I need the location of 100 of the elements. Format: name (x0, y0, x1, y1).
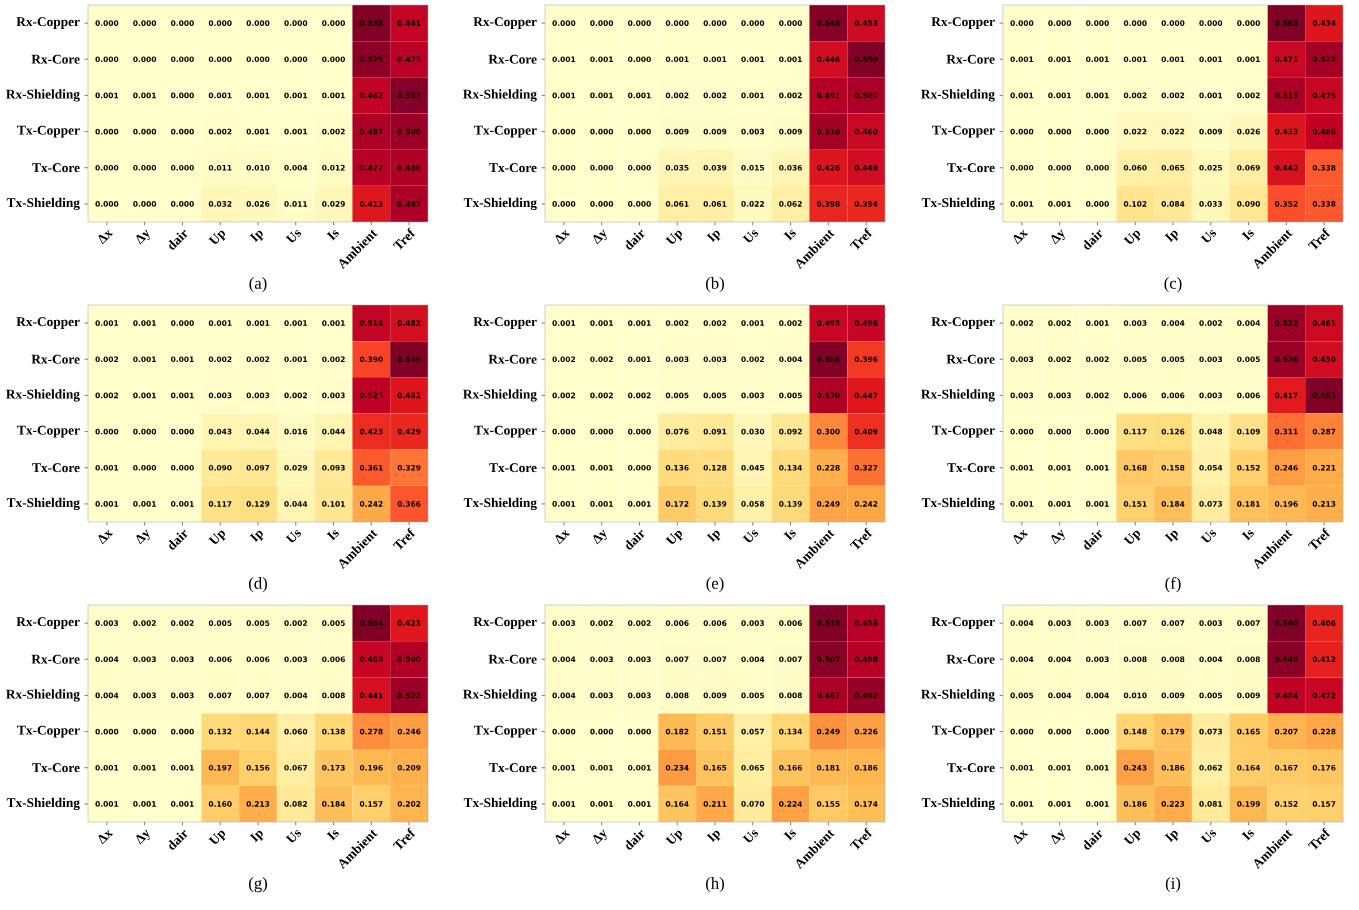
y-tick-label: Tx-Copper (932, 125, 995, 138)
x-tick-label: Is (1241, 229, 1254, 241)
x-tick-label: Δx (98, 829, 114, 845)
y-tick-label: Rx-Shielding (6, 689, 80, 702)
x-tick-label: Us (742, 830, 759, 843)
y-tick-label: Rx-Copper (16, 17, 80, 29)
x-tick-label: Us (285, 530, 302, 543)
y-tick-label: Tx-Copper (474, 125, 537, 138)
y-tick-label: Rx-Shielding (463, 389, 537, 402)
y-tick-label: Tx-Copper (932, 425, 995, 438)
y-tick-label: Rx-Core (946, 54, 995, 64)
x-tick-label: Is (326, 229, 339, 241)
y-tick-label: Tx-Shielding (6, 797, 80, 811)
y-tick-label: Tx-Core (32, 163, 80, 173)
y-tick-label: Rx-Core (488, 654, 537, 664)
x-tick-label: Ip (1164, 230, 1179, 243)
x-tick-label: Δy (1051, 829, 1065, 845)
x-tick-label: dair (168, 229, 188, 250)
x-tick-label: Ip (706, 830, 721, 843)
x-tick-label: Ip (1164, 530, 1179, 543)
y-tick-label: Tx-Shielding (463, 797, 537, 811)
y-tick-label: Rx-Shielding (6, 389, 80, 402)
x-tick-label: Ip (1164, 830, 1179, 843)
y-tick-label: Tx-Core (489, 163, 537, 173)
x-axis-title: (c) (1164, 277, 1182, 293)
x-tick-label: Δx (555, 229, 571, 245)
x-tick-label: Up (208, 230, 226, 244)
x-tick-label: Δy (593, 229, 607, 245)
x-tick-label: dair (1083, 229, 1103, 250)
x-axis-title: (g) (249, 877, 267, 893)
x-tick-label: Δy (136, 229, 150, 245)
y-tick-label: Tx-Copper (17, 125, 80, 138)
x-tick-label: Δx (1013, 529, 1029, 545)
y-tick-label: Rx-Core (946, 654, 995, 664)
x-tick-label: dair (168, 529, 188, 550)
x-tick-label: Is (326, 530, 339, 541)
y-tick-label: Rx-Core (31, 54, 80, 64)
x-tick-label: Δy (1051, 529, 1065, 545)
x-axis-title: (d) (249, 577, 267, 593)
x-tick-label: Is (326, 830, 339, 841)
y-tick-label: Rx-Shielding (463, 89, 537, 102)
x-tick-label: Up (665, 230, 683, 244)
x-tick-label: Is (783, 830, 796, 841)
x-tick-label: Us (742, 229, 759, 243)
x-tick-label: Us (742, 530, 759, 543)
x-axis-title: (h) (706, 877, 724, 893)
x-axis-title: (i) (1165, 877, 1181, 893)
y-tick-label: Rx-Copper (473, 617, 537, 629)
x-tick-label: Us (1200, 229, 1217, 243)
x-tick-label: Δx (98, 229, 114, 245)
y-tick-label: Tx-Shielding (921, 497, 995, 511)
x-tick-label: Δy (593, 529, 607, 545)
y-tick-label: Rx-Core (946, 354, 995, 364)
x-axis-title: (a) (249, 277, 267, 293)
y-tick-label: Tx-Shielding (921, 197, 995, 211)
x-tick-label: dair (625, 829, 645, 850)
y-tick-label: Tx-Core (947, 163, 995, 173)
x-tick-label: Δy (136, 529, 150, 545)
x-tick-label: dair (625, 529, 645, 550)
y-tick-label: Tx-Shielding (463, 197, 537, 211)
x-axis-title: (f) (1165, 577, 1181, 593)
y-tick-label: Rx-Core (488, 354, 537, 364)
y-tick-label: Tx-Copper (474, 725, 537, 738)
x-tick-label: dair (1083, 829, 1103, 850)
y-tick-label: Tx-Copper (17, 425, 80, 438)
x-tick-label: Is (1241, 830, 1254, 841)
x-tick-label: Us (285, 830, 302, 843)
y-tick-label: Rx-Shielding (921, 389, 995, 402)
y-tick-label: Rx-Core (31, 354, 80, 364)
x-tick-label: Up (665, 830, 683, 844)
x-tick-label: Δy (593, 829, 607, 845)
y-tick-label: Rx-Shielding (463, 689, 537, 702)
y-tick-label: Tx-Core (32, 763, 80, 773)
y-tick-label: Rx-Copper (16, 617, 80, 629)
y-tick-label: Tx-Copper (474, 425, 537, 438)
y-tick-label: Rx-Core (488, 54, 537, 64)
x-tick-label: Δx (1013, 229, 1029, 245)
x-tick-label: Ip (706, 230, 721, 243)
x-tick-label: Δx (555, 529, 571, 545)
y-tick-label: Rx-Copper (931, 617, 995, 629)
x-tick-label: Up (208, 830, 226, 844)
y-tick-label: Rx-Shielding (921, 689, 995, 702)
x-tick-label: Up (1123, 230, 1141, 244)
y-tick-label: Rx-Copper (473, 17, 537, 29)
x-axis-title: (e) (706, 577, 724, 593)
x-tick-label: Up (1123, 530, 1141, 544)
x-tick-label: Ip (249, 230, 264, 243)
x-tick-label: Up (665, 530, 683, 544)
x-tick-label: Us (1200, 530, 1217, 543)
x-tick-label: Is (783, 229, 796, 241)
x-tick-label: Δx (1013, 829, 1029, 845)
x-tick-label: Ip (706, 530, 721, 543)
y-tick-label: Tx-Core (32, 463, 80, 473)
y-tick-label: Tx-Core (489, 463, 537, 473)
y-tick-label: Tx-Core (947, 763, 995, 773)
y-tick-label: Rx-Copper (931, 17, 995, 29)
y-tick-label: Tx-Shielding (463, 497, 537, 511)
x-tick-label: Us (1200, 830, 1217, 843)
x-tick-label: dair (1083, 529, 1103, 550)
y-tick-label: Rx-Shielding (921, 89, 995, 102)
